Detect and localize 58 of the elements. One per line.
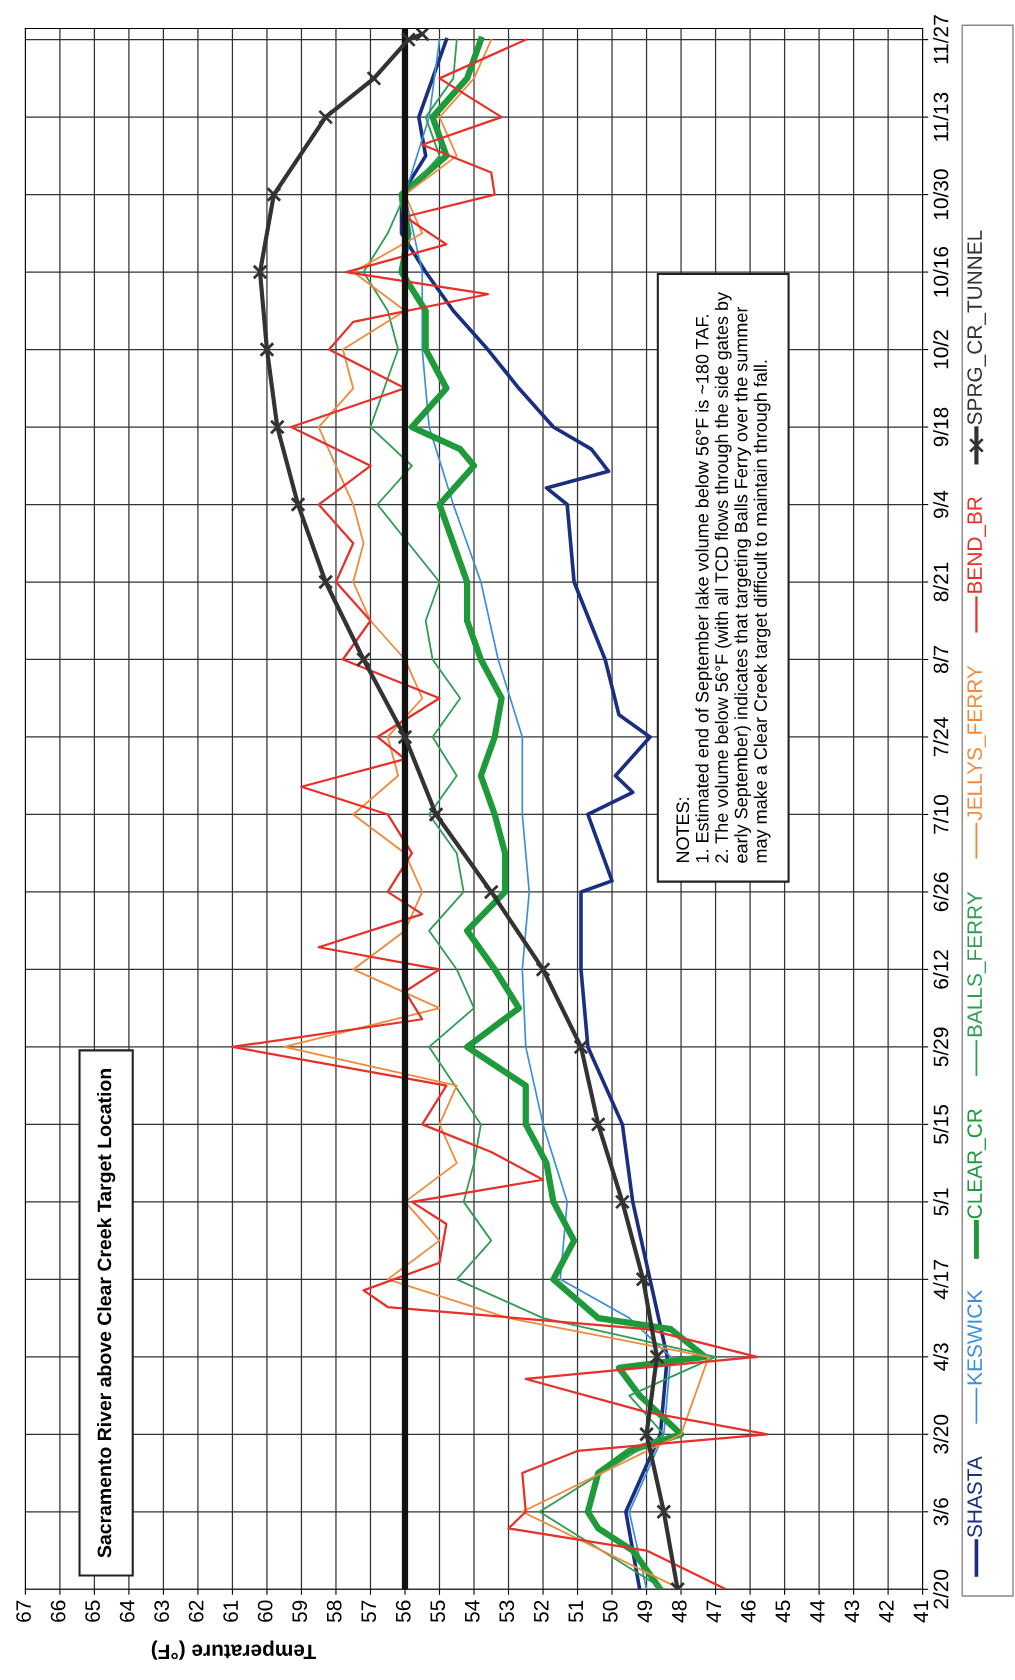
y-tick-label: 5/15 bbox=[933, 1104, 949, 1144]
text: BEND_BR bbox=[967, 497, 986, 593]
x-tick-label: 62 bbox=[188, 1600, 204, 1622]
x-tick-label: 59 bbox=[292, 1600, 308, 1623]
y-tick-label: 11/13 bbox=[933, 92, 949, 141]
y-tick-label: 5/1 bbox=[933, 1188, 949, 1216]
x-tick-label: 58 bbox=[326, 1600, 342, 1623]
y-tick-label: 7/10 bbox=[933, 794, 949, 834]
x-tick-label: 42 bbox=[878, 1600, 894, 1623]
x-tick-label: 54 bbox=[465, 1600, 480, 1623]
x-tick-label: 47 bbox=[706, 1600, 721, 1623]
text: SPRG_CR_TUNNEL bbox=[967, 230, 986, 425]
x-tick-label: 46 bbox=[740, 1600, 756, 1623]
x-tick-label: 63 bbox=[154, 1600, 170, 1622]
text: JELLYS_FERRY bbox=[967, 665, 986, 821]
y-tick-label: 10/16 bbox=[933, 246, 949, 297]
text: Sacramento River above Clear Creek Target Location bbox=[97, 1069, 116, 1558]
y-tick-label: 6/26 bbox=[933, 872, 949, 912]
y-tick-label: 10/30 bbox=[933, 169, 949, 220]
x-tick-label: 49 bbox=[637, 1600, 653, 1623]
x-axis-title: Temperature (°F) bbox=[151, 1640, 316, 1660]
y-tick-label: 3/20 bbox=[933, 1414, 949, 1454]
x-tick-label: 57 bbox=[361, 1600, 377, 1623]
x-tick-label: 50 bbox=[602, 1600, 618, 1623]
y-tick-label: 7/24 bbox=[933, 717, 949, 757]
x-tick-label: 56 bbox=[395, 1600, 411, 1623]
annotation: NOTES: 1. Estimated end of September lake volume below 56°F is ~180 TAF. 2. The volume below 56°F (with all TCD flows through the side gates by early September) indicates that targeting Balls Ferry over the summer may make a Clear Creek target difficult to maintain through fall. bbox=[676, 291, 771, 863]
x-tick-label: 43 bbox=[844, 1600, 860, 1623]
x-tick-label: 64 bbox=[119, 1600, 135, 1622]
x-tick-label: 44 bbox=[810, 1600, 825, 1623]
y-tick-label: 4/17 bbox=[933, 1260, 949, 1300]
y-tick-label: 5/29 bbox=[933, 1027, 949, 1067]
x-tick-label: 53 bbox=[499, 1600, 515, 1623]
y-tick-label: 11/27 bbox=[933, 15, 949, 64]
x-tick-label: 66 bbox=[50, 1600, 66, 1622]
x-tick-label: 52 bbox=[533, 1600, 549, 1623]
text: KESWICK bbox=[967, 1290, 983, 1385]
text: CLEAR_CR bbox=[967, 1109, 986, 1219]
x-tick-label: 55 bbox=[430, 1600, 446, 1623]
x-tick-label: 41 bbox=[913, 1600, 929, 1623]
y-tick-label: 8/21 bbox=[933, 562, 949, 602]
y-tick-label: 9/4 bbox=[933, 490, 949, 519]
x-tick-label: 60 bbox=[257, 1600, 273, 1622]
x-tick-label: 65 bbox=[85, 1600, 100, 1622]
y-tick-label: 3/6 bbox=[933, 1498, 949, 1526]
y-tick-label: 2/20 bbox=[933, 1569, 949, 1609]
x-tick-label: 61 bbox=[223, 1600, 239, 1622]
y-tick-label: 9/18 bbox=[933, 407, 949, 447]
x-tick-label: 51 bbox=[568, 1600, 584, 1623]
y-tick-label: 6/12 bbox=[933, 950, 949, 989]
x-tick-label: 45 bbox=[775, 1600, 791, 1623]
text: SHASTA bbox=[967, 1456, 983, 1538]
x-tick-label: 67 bbox=[16, 1600, 31, 1622]
y-tick-label: 4/3 bbox=[933, 1343, 949, 1371]
x-tick-label: 48 bbox=[671, 1600, 687, 1623]
text: BALLS_FERRY bbox=[967, 891, 986, 1037]
y-tick-label: 10/2 bbox=[933, 330, 949, 369]
y-tick-label: 8/7 bbox=[933, 646, 949, 674]
